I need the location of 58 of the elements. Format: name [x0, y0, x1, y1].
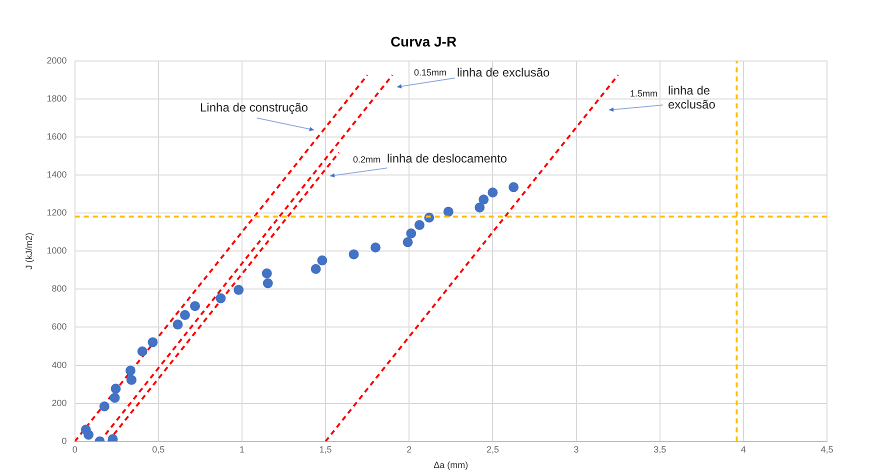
y-tick-label: 800	[52, 284, 67, 294]
point	[110, 392, 120, 403]
point	[317, 255, 328, 266]
point	[110, 384, 121, 394]
y-tick-label: 400	[52, 360, 67, 370]
point	[474, 202, 485, 213]
annotation: linha de deslocamento	[387, 151, 508, 166]
x-tick-label: 0	[72, 444, 78, 454]
point	[443, 206, 454, 217]
point	[370, 242, 381, 252]
point	[414, 220, 424, 230]
point	[137, 346, 148, 356]
x-tick-label: 3	[574, 444, 579, 454]
x-tick-label: 0,5	[152, 444, 165, 454]
point	[478, 194, 489, 205]
point	[488, 187, 498, 198]
annotation: 0.15mm	[414, 67, 447, 78]
point	[508, 182, 519, 192]
y-axis-title: J (kJ/m2)	[24, 232, 34, 270]
point	[172, 320, 183, 330]
point	[99, 401, 110, 412]
y-tick-label: 2000	[46, 55, 67, 66]
annotation: linha de exclusão	[668, 83, 716, 112]
y-tick-label: 1400	[46, 169, 67, 180]
point	[126, 374, 136, 385]
point	[148, 337, 158, 348]
y-tick-label: 1600	[46, 131, 67, 142]
y-tick-label: 1800	[46, 93, 67, 104]
x-tick-label: 4	[740, 444, 746, 454]
annotation: 0.2mm	[353, 154, 381, 164]
point	[406, 228, 416, 238]
y-tick-label: 600	[52, 322, 67, 332]
y-tick-label: 1000	[46, 246, 67, 256]
y-tick-label: 1200	[46, 208, 67, 218]
point	[216, 293, 226, 304]
x-axis-title: Δa (mm)	[434, 460, 468, 470]
y-tick-label: 200	[52, 398, 67, 408]
x-tick-label: 1,5	[319, 444, 332, 454]
annotation: linha de exclusão	[457, 65, 550, 80]
point	[348, 249, 359, 260]
x-tick-label: 4,5	[820, 444, 834, 454]
point	[262, 268, 272, 278]
x-tick-label: 2,5	[486, 444, 499, 454]
x-tick-label: 3,5	[654, 444, 666, 454]
annotation: Linha de construção	[200, 100, 308, 114]
x-tick-label: 2	[406, 444, 412, 454]
point	[125, 366, 136, 376]
x-tick-label: 1	[239, 444, 244, 454]
point	[234, 284, 244, 295]
point	[262, 278, 273, 288]
point	[84, 430, 94, 440]
point	[190, 301, 200, 312]
chart-title: Curva J-R	[390, 33, 457, 50]
annotation: 1.5mm	[630, 88, 658, 98]
point	[180, 310, 190, 320]
point	[310, 264, 321, 274]
point	[402, 237, 413, 248]
y-tick-label: 0	[62, 436, 67, 446]
